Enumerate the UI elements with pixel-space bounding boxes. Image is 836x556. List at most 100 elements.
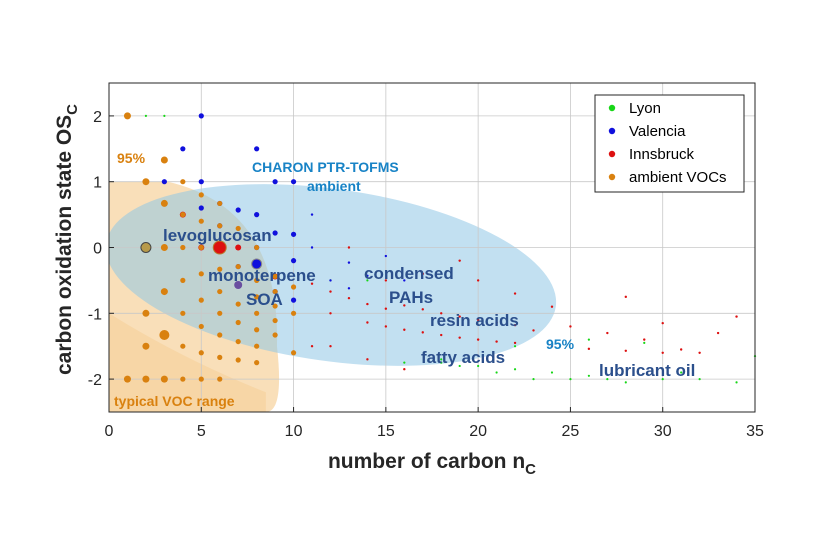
data-point [587,338,590,341]
data-point [735,315,738,318]
x-tick-label: 30 [654,423,672,440]
data-point [272,303,278,309]
data-point [698,351,701,354]
data-point [403,279,406,282]
data-point-emphasized [251,258,263,270]
data-point [217,354,223,360]
data-point [235,263,241,270]
data-point [254,343,260,349]
data-point [198,297,204,303]
data-point [161,179,167,185]
data-point [476,279,480,282]
y-axis-title: carbon oxidation state OSC [53,104,81,375]
data-point [643,341,646,345]
data-point [347,246,351,249]
data-point [290,297,297,303]
data-point [198,323,204,330]
data-point [180,244,186,251]
data-point [661,351,664,354]
data-point [587,374,590,377]
data-point [272,288,278,295]
data-point [495,340,498,343]
y-tick-label: 0 [93,241,102,258]
data-point [624,295,627,299]
data-point [661,378,664,381]
region-group [109,181,557,412]
data-point [160,156,168,164]
data-point [235,338,241,345]
data-point [198,205,204,211]
y-tick-label: -2 [88,372,102,389]
data-point [272,273,278,280]
annotation-typical-voc: typical VOC range [114,393,235,409]
x-tick-label: 35 [746,423,764,440]
legend-box [594,94,745,193]
data-point [495,321,498,324]
data-point [142,309,150,317]
data-point [198,271,204,277]
data-point [532,329,535,332]
data-point [384,307,388,310]
data-point [198,192,204,198]
data-point-emphasized [234,281,243,290]
data-point [329,312,332,315]
data-point [366,321,369,324]
data-point [160,288,168,296]
data-point-emphasized [212,240,227,255]
legend-label: Lyon [629,100,661,117]
data-point [384,254,388,258]
data-point [144,114,148,117]
data-point [550,305,554,308]
tick-labels: 0 5 10 15 20 25 30 35 -2 -1 0 1 2 [88,109,764,440]
data-point [235,244,242,251]
data-point [347,296,351,300]
data-point [606,331,609,335]
x-axis-title-sub: C [525,461,536,478]
data-point [123,375,131,383]
data-point [254,310,260,316]
legend: Lyon Valencia Innsbruck ambient VOCs [594,94,745,193]
data-point [198,376,204,382]
data-point [180,343,186,349]
data-point [513,368,517,371]
data-point [458,259,461,262]
data-point [142,342,150,350]
annotation-monoterpene: monoterpene [208,266,316,285]
data-point [160,244,168,251]
data-point [624,349,627,353]
x-tick-label: 20 [469,423,487,440]
series-lyon [144,114,757,384]
annotation-resin-acids: resin acids [430,311,519,330]
data-point [550,345,554,348]
legend-marker [608,173,616,181]
y-tick-label: -1 [88,306,102,323]
data-point [679,348,683,351]
data-point [272,179,278,185]
y-tick-label: 2 [93,109,102,126]
data-point [254,294,260,300]
data-point [272,332,278,338]
data-point [272,230,278,236]
data-point [643,338,646,341]
data-point-emphasized [140,242,152,253]
data-point [403,368,406,371]
data-point [142,178,150,186]
data-point [180,179,186,185]
data-point [735,381,738,384]
data-point [180,277,186,283]
annotation-charon-line2: ambient [307,178,361,194]
data-point [217,200,223,207]
data-point [310,345,314,348]
data-point [254,244,260,251]
annotation-charon-95: 95% [546,336,575,352]
data-point [477,364,480,368]
data-point [235,357,241,363]
legend-marker [608,104,616,112]
data-point [716,331,720,335]
data-point [440,358,443,361]
data-point [290,310,297,316]
data-point [329,290,332,293]
data-point [403,304,406,307]
data-point [458,315,461,318]
